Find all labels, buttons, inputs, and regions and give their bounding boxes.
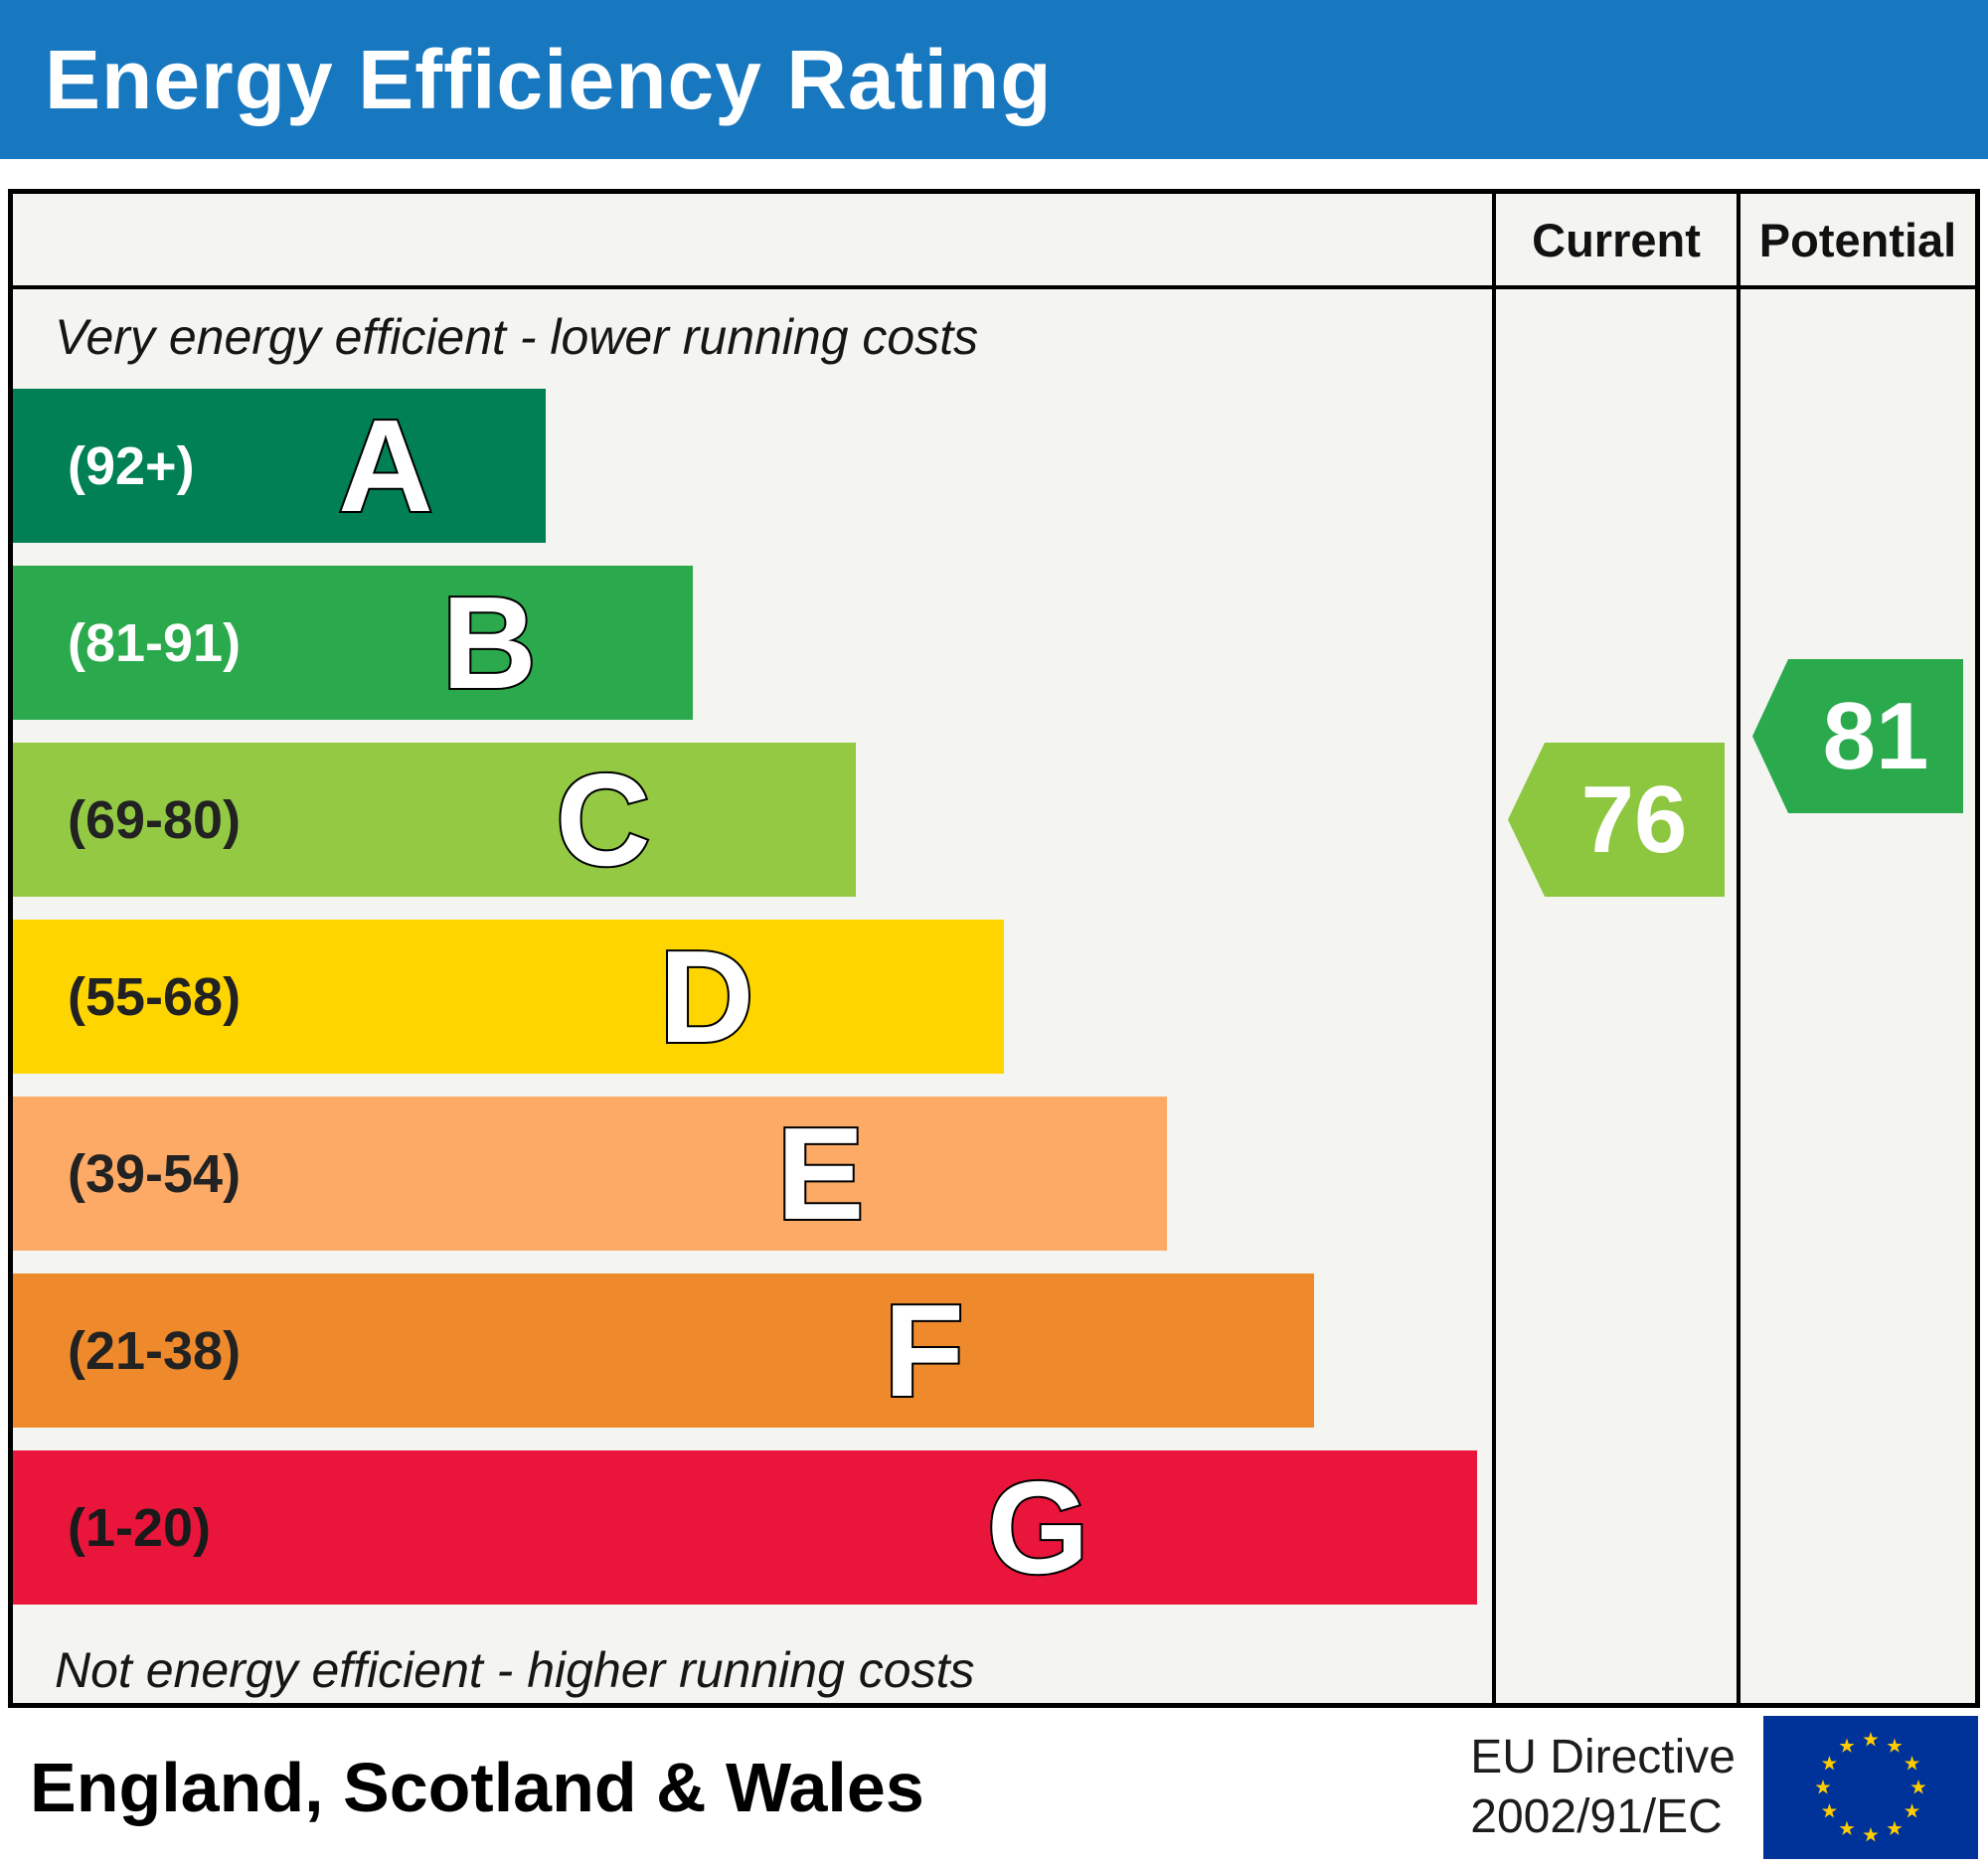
- epc-bands: (92+) A (81-91) B (69-80) C (55-68) D (39-54) E (2…: [13, 384, 1492, 1605]
- epc-band-row-F: (21-38) F: [13, 1273, 1492, 1428]
- bottom-note: Not energy efficient - higher running co…: [55, 1641, 975, 1698]
- band-letter: D: [657, 923, 755, 1070]
- band-letter: C: [554, 746, 652, 893]
- page-title: Energy Efficiency Rating: [45, 32, 1053, 126]
- potential-rating-arrow: 81: [1752, 659, 1963, 813]
- footer: England, Scotland & Wales EU Directive 2…: [0, 1708, 1988, 1867]
- epc-band-row-B: (81-91) B: [13, 566, 1492, 720]
- epc-band-row-C: (69-80) C: [13, 743, 1492, 897]
- current-rating-value: 76: [1580, 765, 1688, 873]
- current-rating-arrow: 76: [1508, 743, 1725, 897]
- current-column-header: Current: [1492, 194, 1737, 289]
- epc-band-bar-F: (21-38) F: [13, 1273, 1315, 1428]
- region-label: England, Scotland & Wales: [30, 1749, 924, 1826]
- epc-band-bar-E: (39-54) E: [13, 1097, 1167, 1251]
- epc-band-bar-A: (92+) A: [13, 389, 546, 543]
- epc-band-row-G: (1-20) G: [13, 1450, 1492, 1605]
- chart-header-spacer: [13, 194, 1492, 289]
- potential-rating-value: 81: [1822, 682, 1929, 789]
- band-range-label: (92+): [68, 435, 195, 496]
- band-range-label: (21-38): [68, 1320, 242, 1381]
- band-range-label: (39-54): [68, 1143, 242, 1204]
- band-letter: F: [882, 1276, 966, 1424]
- band-range-label: (1-20): [68, 1497, 212, 1558]
- band-letter: G: [985, 1453, 1091, 1601]
- eu-directive-line1: EU Directive: [1470, 1731, 1736, 1783]
- epc-band-bar-G: (1-20) G: [13, 1450, 1478, 1605]
- current-column: 76: [1492, 289, 1737, 1703]
- epc-band-row-D: (55-68) D: [13, 920, 1492, 1074]
- epc-band-row-E: (39-54) E: [13, 1097, 1492, 1251]
- epc-band-bar-B: (81-91) B: [13, 566, 694, 720]
- band-letter: B: [439, 569, 538, 716]
- potential-column: 81: [1737, 289, 1975, 1703]
- potential-column-header: Potential: [1737, 194, 1975, 289]
- bands-column: Very energy efficient - lower running co…: [13, 289, 1492, 1703]
- epc-chart: Current Potential Very energy efficient …: [8, 189, 1980, 1708]
- title-bar: Energy Efficiency Rating: [0, 0, 1988, 159]
- band-letter: A: [336, 392, 434, 539]
- epc-band-bar-D: (55-68) D: [13, 920, 1004, 1074]
- eu-directive-line2: 2002/91/EC: [1470, 1790, 1723, 1843]
- band-range-label: (55-68): [68, 966, 242, 1027]
- band-range-label: (81-91): [68, 612, 242, 673]
- epc-band-bar-C: (69-80) C: [13, 743, 857, 897]
- top-note: Very energy efficient - lower running co…: [55, 308, 979, 365]
- band-range-label: (69-80): [68, 789, 242, 850]
- eu-flag-icon: [1763, 1716, 1978, 1859]
- eu-directive-label: EU Directive 2002/91/EC: [1470, 1728, 1736, 1847]
- epc-band-row-A: (92+) A: [13, 389, 1492, 543]
- band-letter: E: [774, 1100, 866, 1247]
